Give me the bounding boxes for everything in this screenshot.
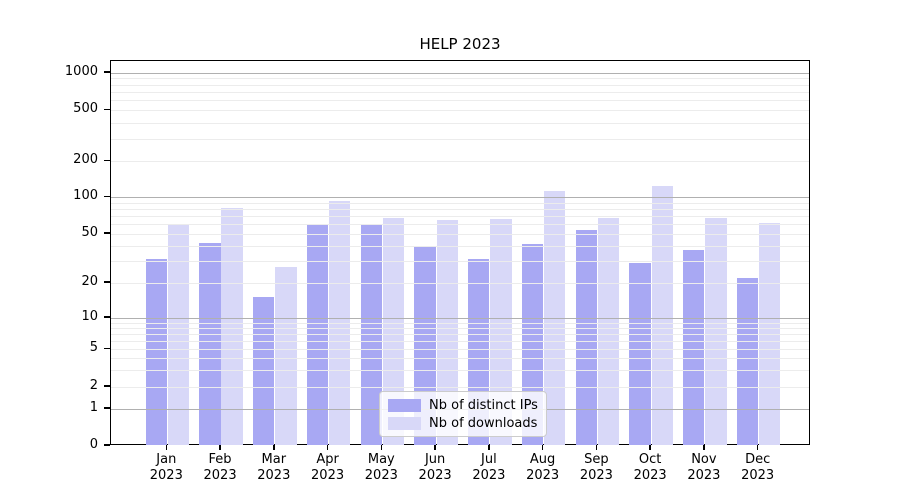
x-label-sep: Sep 2023 xyxy=(579,452,613,483)
x-tick-oct xyxy=(649,445,651,450)
y-tick-200 xyxy=(104,159,110,161)
legend-label-distinct-ips: Nb of distinct IPs xyxy=(429,398,538,414)
gridline-minor-9 xyxy=(111,322,809,324)
legend-item-downloads: Nb of downloads xyxy=(388,415,538,432)
x-tick-mar xyxy=(273,445,275,450)
gridline-minor-50 xyxy=(111,233,809,235)
y-label-1000: 1000 xyxy=(64,63,98,79)
bar-downloads-oct xyxy=(651,186,673,445)
x-label-jan: Jan 2023 xyxy=(149,452,183,483)
y-label-100: 100 xyxy=(73,188,98,204)
gridline-minor-8 xyxy=(111,327,809,329)
x-label-nov: Nov 2023 xyxy=(687,452,721,483)
y-tick-100 xyxy=(104,195,110,198)
bar-downloads-feb xyxy=(221,207,243,445)
y-tick-1000 xyxy=(104,71,110,73)
y-label-50: 50 xyxy=(81,224,98,240)
x-tick-jan xyxy=(165,445,167,450)
y-label-10: 10 xyxy=(81,308,98,324)
x-label-mar: Mar 2023 xyxy=(257,452,291,483)
x-tick-apr xyxy=(326,445,329,450)
x-label-feb: Feb 2023 xyxy=(203,452,237,483)
bar-downloads-may xyxy=(382,217,405,445)
gridline-minor-600 xyxy=(111,100,809,102)
gridline-major-10 xyxy=(111,317,809,319)
gridline-major-100 xyxy=(111,197,809,199)
gridline-minor-400 xyxy=(111,122,809,124)
gridline-minor-700 xyxy=(111,92,809,94)
gridline-major-1000 xyxy=(111,72,809,74)
bar-downloads-jun xyxy=(436,219,458,445)
bar-distinct-ips-jan xyxy=(145,259,167,445)
legend-item-distinct-ips: Nb of distinct IPs xyxy=(388,397,538,414)
x-label-may: May 2023 xyxy=(364,452,398,483)
legend-label-downloads: Nb of downloads xyxy=(429,415,538,431)
gridline-minor-60 xyxy=(111,224,809,226)
x-label-jun: Jun 2023 xyxy=(418,452,452,483)
gridline-minor-7 xyxy=(111,333,809,335)
x-tick-jun xyxy=(434,445,436,450)
y-label-0: 0 xyxy=(89,436,98,452)
y-tick-10 xyxy=(104,316,110,318)
legend: Nb of distinct IPs Nb of downloads xyxy=(379,391,547,437)
x-tick-feb xyxy=(219,445,221,450)
y-label-20: 20 xyxy=(81,273,98,289)
y-tick-50 xyxy=(104,232,110,234)
y-tick-500 xyxy=(104,108,110,111)
gridline-minor-4 xyxy=(111,358,809,360)
gridline-minor-5 xyxy=(111,349,809,351)
bar-downloads-nov xyxy=(705,217,727,445)
grid-layer xyxy=(111,61,809,444)
x-tick-nov xyxy=(703,445,705,450)
x-label-dec: Dec 2023 xyxy=(741,452,775,483)
gridline-minor-6 xyxy=(111,340,809,342)
x-tick-sep xyxy=(595,445,598,450)
x-label-aug: Aug 2023 xyxy=(526,452,560,483)
gridline-minor-900 xyxy=(111,78,809,80)
y-tick-2 xyxy=(104,385,110,387)
legend-swatch-distinct-ips xyxy=(388,399,421,413)
gridline-minor-300 xyxy=(111,138,809,140)
chart-title: HELP 2023 xyxy=(419,35,501,53)
y-tick-0 xyxy=(104,444,110,446)
gridline-minor-800 xyxy=(111,84,809,86)
gridline-minor-500 xyxy=(111,110,809,112)
gridline-minor-30 xyxy=(111,261,809,263)
bar-distinct-ips-nov xyxy=(683,249,705,445)
gridline-minor-70 xyxy=(111,216,809,218)
y-tick-5 xyxy=(104,347,110,350)
gridline-minor-3 xyxy=(111,370,809,372)
y-tick-1 xyxy=(104,407,110,409)
gridline-minor-20 xyxy=(111,282,809,284)
x-label-oct: Oct 2023 xyxy=(633,452,667,483)
gridline-minor-2 xyxy=(111,386,809,388)
x-tick-jul xyxy=(488,445,490,450)
x-label-jul: Jul 2023 xyxy=(472,452,506,483)
y-label-2: 2 xyxy=(89,377,98,393)
legend-swatch-downloads xyxy=(388,416,421,430)
x-label-apr: Apr 2023 xyxy=(311,452,345,483)
x-tick-dec xyxy=(756,445,759,450)
bar-distinct-ips-dec xyxy=(736,277,759,445)
gridline-minor-80 xyxy=(111,209,809,211)
bar-downloads-mar xyxy=(275,266,297,445)
y-label-200: 200 xyxy=(73,152,98,167)
gridline-minor-200 xyxy=(111,161,809,162)
plot-area xyxy=(110,60,810,445)
bar-downloads-sep xyxy=(597,218,620,445)
y-label-5: 5 xyxy=(89,340,98,356)
gridline-minor-90 xyxy=(111,202,809,204)
y-label-500: 500 xyxy=(73,101,98,117)
bar-downloads-jul xyxy=(490,219,512,445)
y-label-1: 1 xyxy=(89,399,98,415)
bar-distinct-ips-oct xyxy=(629,262,651,445)
x-tick-may xyxy=(380,445,383,450)
y-tick-20 xyxy=(104,281,110,283)
x-tick-aug xyxy=(541,445,544,450)
gridline-minor-40 xyxy=(111,245,809,247)
bar-distinct-ips-feb xyxy=(199,243,221,445)
